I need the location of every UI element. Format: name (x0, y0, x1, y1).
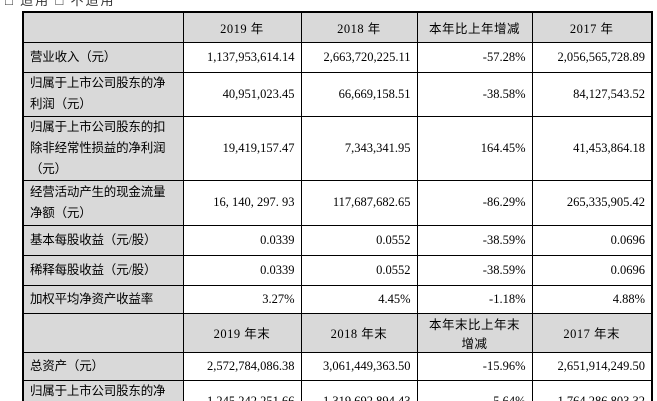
cell-change: -5.64% (416, 379, 533, 401)
cell-2017: 84,127,543.52 (531, 71, 653, 117)
col-header-2018-yearend: 2018 年末 (300, 312, 418, 353)
row-label: 归属于上市公司股东的扣除非经常性损益的净利润（元） (22, 115, 184, 181)
cell-2019: 16, 140, 297. 93 (182, 179, 302, 226)
cell-2017: 0.0696 (531, 254, 653, 286)
cell-2017: 1,764,286,803.32 (531, 379, 653, 401)
cell-change: -38.59% (416, 254, 533, 286)
table-row-net-profit-excl-nonrecurring: 归属于上市公司股东的扣除非经常性损益的净利润（元） 19,419,157.47 … (22, 115, 653, 181)
table-row-basic-eps: 基本每股收益（元/股） 0.0339 0.0552 -38.59% 0.0696 (22, 224, 653, 256)
cell-2017: 2,651,914,249.50 (531, 351, 653, 381)
table-row-revenue: 营业收入（元） 1,137,953,614.14 2,663,720,225.1… (22, 41, 653, 73)
cell-change: 164.45% (416, 115, 533, 181)
row-label: 归属于上市公司股东的净利润（元） (22, 71, 184, 117)
table-header-row-yearend: 2019 年末 2018 年末 本年末比上年末增减 2017 年末 (22, 312, 653, 353)
cell-change: -15.96% (416, 351, 533, 381)
row-label: 总资产（元） (22, 351, 184, 381)
table-row-operating-cash-flow: 经营活动产生的现金流量净额（元） 16, 140, 297. 93 117,68… (22, 179, 653, 226)
corner-cell (22, 11, 184, 43)
table-row-net-profit: 归属于上市公司股东的净利润（元） 40,951,023.45 66,669,15… (22, 71, 653, 117)
table-row-weighted-avg-roe: 加权平均净资产收益率 3.27% 4.45% -1.18% 4.88% (22, 284, 653, 314)
cell-2018: 2,663,720,225.11 (300, 41, 418, 73)
cell-2018: 7,343,341.95 (300, 115, 418, 181)
row-label: 稀释每股收益（元/股） (22, 254, 184, 286)
cell-2019: 0.0339 (182, 224, 302, 256)
cell-2019: 0.0339 (182, 254, 302, 286)
cell-2018: 0.0552 (300, 254, 418, 286)
cell-2017: 265,335,905.42 (531, 179, 653, 226)
cell-change: -86.29% (416, 179, 533, 226)
col-header-2017: 2017 年 (531, 11, 653, 43)
row-label: 营业收入（元） (22, 41, 184, 73)
cell-2019: 2,572,784,086.38 (182, 351, 302, 381)
cell-2018: 117,687,682.65 (300, 179, 418, 226)
cell-2019: 40,951,023.45 (182, 71, 302, 117)
cell-change: -38.59% (416, 224, 533, 256)
table-header-row-period: 2019 年 2018 年 本年比上年增减 2017 年 (22, 11, 653, 43)
col-header-yoy-change: 本年比上年增减 (416, 11, 533, 43)
cell-2019: 1,245,242,251.66 (182, 379, 302, 401)
cell-2017: 41,453,864.18 (531, 115, 653, 181)
key-financials-table: 2019 年 2018 年 本年比上年增减 2017 年 营业收入（元） 1,1… (22, 11, 653, 401)
cell-2018: 4.45% (300, 284, 418, 314)
cell-change: -57.28% (416, 41, 533, 73)
col-header-2019: 2019 年 (182, 11, 302, 43)
col-header-2019-yearend: 2019 年末 (182, 312, 302, 353)
cell-2018: 66,669,158.51 (300, 71, 418, 117)
cell-2017: 4.88% (531, 284, 653, 314)
col-header-yearend-change: 本年末比上年末增减 (416, 312, 533, 353)
cell-2018: 1,319,692,894.43 (300, 379, 418, 401)
cell-2017: 0.0696 (531, 224, 653, 256)
row-label: 归属于上市公司股东的净资产（元） (22, 379, 184, 401)
cell-2017: 2,056,565,728.89 (531, 41, 653, 73)
table-row-net-assets: 归属于上市公司股东的净资产（元） 1,245,242,251.66 1,319,… (22, 379, 653, 401)
cell-change: -38.58% (416, 71, 533, 117)
table-row-total-assets: 总资产（元） 2,572,784,086.38 3,061,449,363.50… (22, 351, 653, 381)
cell-2018: 3,061,449,363.50 (300, 351, 418, 381)
cell-2019: 3.27% (182, 284, 302, 314)
row-label: 基本每股收益（元/股） (22, 224, 184, 256)
row-label: 加权平均净资产收益率 (22, 284, 184, 314)
table-row-diluted-eps: 稀释每股收益（元/股） 0.0339 0.0552 -38.59% 0.0696 (22, 254, 653, 286)
cell-2019: 1,137,953,614.14 (182, 41, 302, 73)
cell-2019: 19,419,157.47 (182, 115, 302, 181)
cell-2018: 0.0552 (300, 224, 418, 256)
truncated-top-text: □ 适用 □ 不适用 (5, 0, 116, 8)
col-header-2018: 2018 年 (300, 11, 418, 43)
cell-change: -1.18% (416, 284, 533, 314)
corner-cell (22, 312, 184, 353)
row-label: 经营活动产生的现金流量净额（元） (22, 179, 184, 226)
col-header-2017-yearend: 2017 年末 (531, 312, 653, 353)
